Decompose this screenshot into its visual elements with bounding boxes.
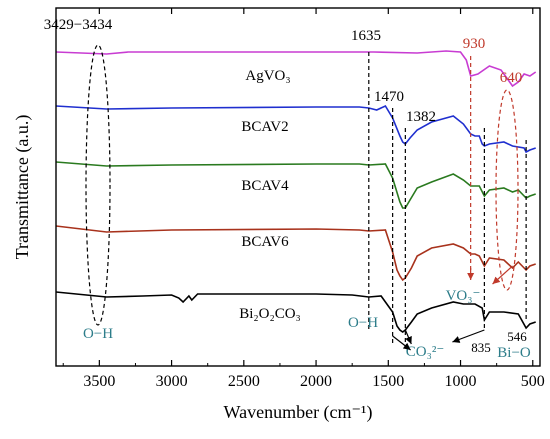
annotation-peak-1635: 1635	[351, 28, 381, 44]
annotation-peak-640: 640	[500, 70, 523, 86]
annotation-peak-835: 835	[471, 340, 491, 355]
arrow-vo3-640	[492, 265, 513, 285]
series-label-agvo3: AgVO₃	[245, 68, 290, 84]
annotation-peak-1382: 1382	[406, 109, 436, 125]
x-tick-label: 2000	[300, 373, 332, 390]
y-axis-title: Transmittance (a.u.)	[12, 115, 33, 260]
series-line-bcav6	[55, 225, 536, 282]
annotation-oh-range: 3429−3434	[44, 17, 113, 33]
arrow-co3-1470	[392, 335, 412, 351]
series-label-bcav4: BCAV4	[241, 178, 289, 194]
x-tick-label: 3000	[156, 373, 188, 390]
annotation-co3: CO₃²⁻	[406, 344, 444, 360]
series-line-bi2o2co3	[55, 291, 536, 333]
series-line-bcav2	[55, 104, 536, 154]
annotation-vo3: VO₃⁻	[446, 288, 481, 304]
annotation-peak-1470: 1470	[374, 89, 404, 105]
x-tick-label: 1000	[445, 373, 477, 390]
series-line-bcav4	[55, 161, 536, 209]
annotation-oh-left: O−H	[83, 326, 113, 342]
series-label-bi2o2co3: Bi₂O₂CO₃	[239, 306, 301, 322]
x-tick-label: 3500	[83, 373, 115, 390]
annotation-peak-546: 546	[507, 329, 527, 344]
series-label-bcav2: BCAV2	[241, 119, 288, 135]
x-tick-label: 1500	[372, 373, 404, 390]
annotation-bio: Bi−O	[497, 345, 531, 361]
series-label-bcav6: BCAV6	[241, 234, 289, 250]
annotation-peak-930: 930	[463, 36, 486, 52]
series-layer	[55, 50, 537, 333]
x-axis-title: Wavenumber (cm⁻¹)	[224, 402, 373, 423]
arrow-co3-1382	[404, 329, 412, 345]
oh-region-ellipse	[85, 44, 111, 326]
arrow-co3-835	[452, 329, 485, 343]
x-axis-ticks: 3500 3000 2500 2000 1500 1000 500	[62, 8, 545, 390]
annotation-arrows	[392, 265, 513, 351]
x-tick-label: 2500	[228, 373, 260, 390]
annotation-oh-mid: O−H	[348, 315, 378, 331]
reference-lines	[368, 52, 527, 345]
x-tick-label: 500	[521, 373, 545, 390]
series-line-agvo3	[55, 50, 537, 88]
vo3-region-ellipse	[495, 89, 519, 291]
plot-frame	[55, 7, 541, 367]
